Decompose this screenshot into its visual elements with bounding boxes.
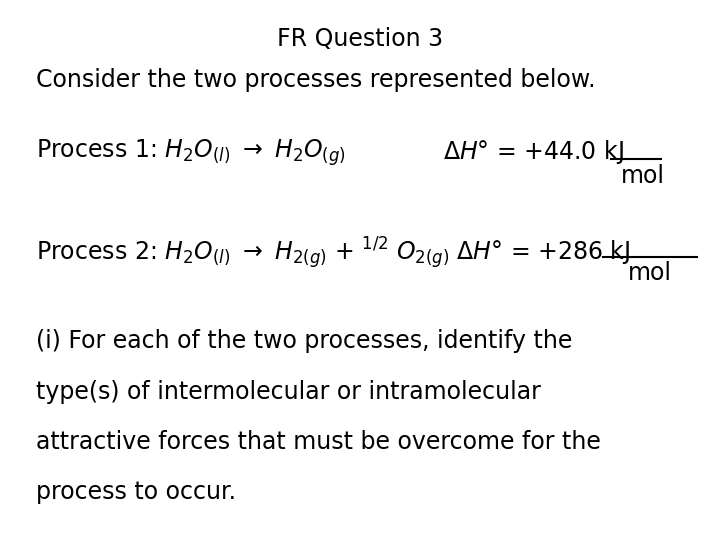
Text: process to occur.: process to occur. [36,480,236,504]
Text: Process 1: $H_2O_{(l)}$ $\rightarrow$ $H_2O_{(g)}$: Process 1: $H_2O_{(l)}$ $\rightarrow$ $H… [36,138,346,168]
Text: mol: mol [628,261,672,285]
Text: $\Delta H$° = +44.0 kJ: $\Delta H$° = +44.0 kJ [443,138,624,166]
Text: mol: mol [621,164,665,187]
Text: Process 2: $H_2O_{(l)}$ $\rightarrow$ $H_{2(g)}$ + $\mathregular{^{1/2}}$ $O_{2(: Process 2: $H_2O_{(l)}$ $\rightarrow$ $H… [36,235,630,271]
Text: attractive forces that must be overcome for the: attractive forces that must be overcome … [36,430,601,454]
Text: FR Question 3: FR Question 3 [277,27,443,51]
Text: type(s) of intermolecular or intramolecular: type(s) of intermolecular or intramolecu… [36,380,541,403]
Text: (i) For each of the two processes, identify the: (i) For each of the two processes, ident… [36,329,572,353]
Text: Consider the two processes represented below.: Consider the two processes represented b… [36,68,595,91]
